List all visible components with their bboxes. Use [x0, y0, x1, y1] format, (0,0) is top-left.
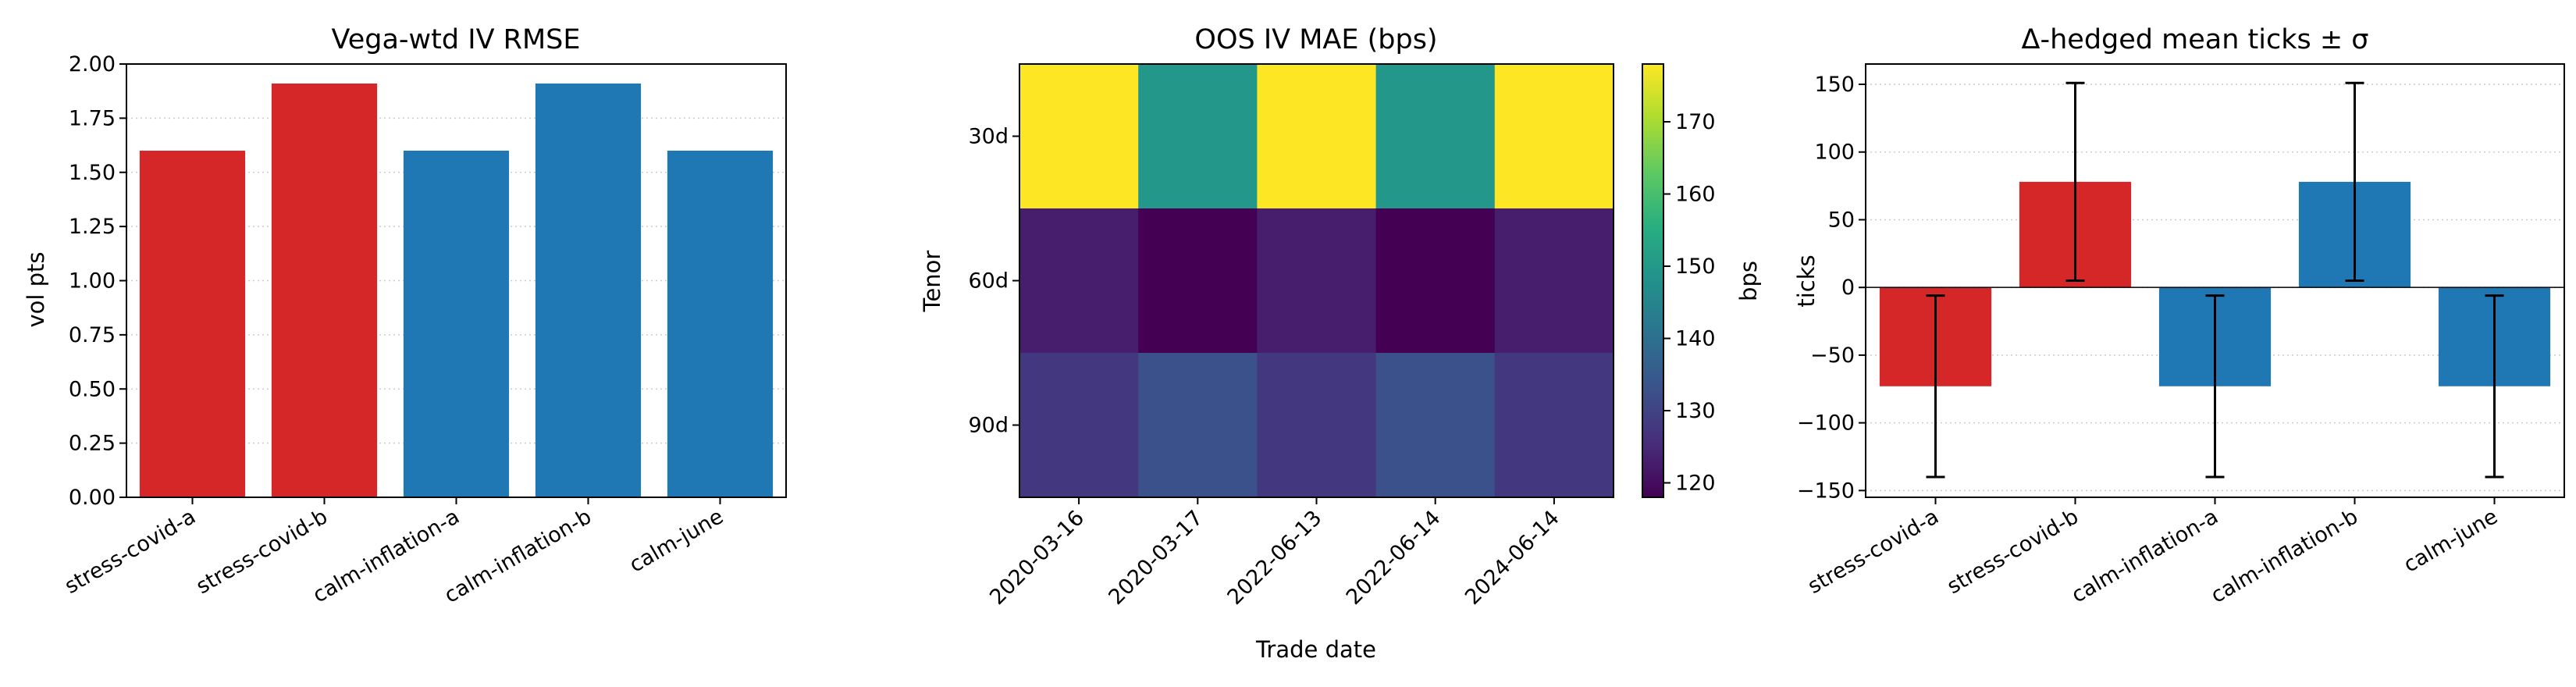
y-tick-label: 0.75 [69, 323, 116, 347]
y-tick-label: 90d [969, 414, 1009, 438]
y-tick-label: 100 [1814, 141, 1855, 165]
mae-heatmap-cells [1019, 64, 1614, 498]
heatmap-cell [1375, 353, 1496, 498]
hedged-y-axis-label: ticks [1793, 255, 1820, 307]
y-tick-label: 0.50 [69, 377, 116, 401]
mae-x-axis-label: Trade date [1255, 636, 1376, 663]
colorbar-tick-label: 150 [1675, 255, 1716, 279]
heatmap-cell [1375, 208, 1496, 354]
y-tick-label: −50 [1810, 344, 1855, 368]
mae-heatmap-title: OOS IV MAE (bps) [1194, 24, 1437, 55]
y-tick-label: 1.75 [69, 106, 116, 130]
bar [535, 83, 642, 498]
mae-y-axis-label: Tenor [919, 251, 945, 313]
bar [403, 151, 510, 497]
colorbar-tick-label: 120 [1675, 472, 1716, 496]
colorbar-tick-label: 160 [1675, 183, 1716, 207]
y-tick-label: −150 [1797, 479, 1855, 503]
y-tick-label: 1.00 [69, 269, 116, 294]
hedged-y-ticks: −150 −100 −50 0 50 100 150 [1797, 73, 1866, 503]
y-tick-label: 1.25 [69, 215, 116, 239]
y-tick-label: 0.00 [69, 486, 116, 510]
heatmap-cell [1494, 64, 1614, 209]
y-tick-label: 1.50 [69, 161, 116, 185]
colorbar-tick-label: 140 [1675, 327, 1716, 351]
y-tick-label: 60d [969, 269, 1009, 294]
hedged-chart-title: Δ-hedged mean ticks ± σ [2022, 24, 2369, 55]
heatmap-cell [1019, 353, 1139, 498]
mae-heatmap: OOS IV MAE (bps) Tenor Trade date 30d 60d… [919, 24, 1762, 663]
heatmap-cell [1138, 208, 1258, 354]
rmse-chart-title: Vega-wtd IV RMSE [332, 24, 581, 55]
y-tick-label: 0.25 [69, 432, 116, 456]
colorbar-ticks: 120 130 140 150 160 170 [1663, 110, 1716, 496]
heatmap-cell [1257, 64, 1377, 209]
y-tick-label: −100 [1797, 411, 1855, 436]
y-tick-label: 50 [1828, 208, 1855, 232]
heatmap-cell [1019, 208, 1139, 354]
bar [139, 151, 246, 497]
heatmap-cell [1494, 353, 1614, 498]
rmse-y-axis-label: vol pts [23, 251, 49, 327]
colorbar [1642, 63, 1664, 498]
heatmap-cell [1257, 208, 1377, 354]
colorbar-tick-label: 130 [1675, 399, 1716, 423]
heatmap-cell [1138, 353, 1258, 498]
heatmap-cell [1019, 64, 1139, 209]
bar [271, 83, 378, 498]
colorbar-label: bps [1735, 261, 1762, 301]
y-tick-label: 150 [1814, 73, 1855, 97]
heatmap-cell [1375, 64, 1496, 209]
heatmap-cell [1494, 208, 1614, 354]
rmse-bars [139, 83, 774, 498]
heatmap-cell [1257, 353, 1377, 498]
y-tick-label: 30d [969, 125, 1009, 149]
heatmap-cell [1138, 64, 1258, 209]
y-tick-label: 0 [1841, 276, 1855, 300]
colorbar-tick-label: 170 [1675, 110, 1716, 134]
bar [667, 151, 774, 497]
rmse-y-ticks: 0.00 0.25 0.50 0.75 1.00 1.25 1.50 1.75 2.00 [69, 52, 126, 510]
y-tick-label: 2.00 [69, 52, 116, 77]
error-bars [1926, 81, 2504, 479]
mae-y-ticks: 30d 60d 90d [969, 125, 1019, 438]
